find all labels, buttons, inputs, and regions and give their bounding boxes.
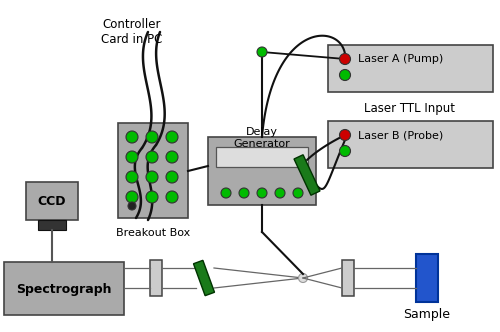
Circle shape	[257, 47, 267, 57]
Circle shape	[257, 188, 267, 198]
Text: Sample: Sample	[404, 308, 450, 321]
Polygon shape	[294, 155, 320, 195]
Circle shape	[146, 171, 158, 183]
Circle shape	[340, 145, 350, 156]
Circle shape	[275, 188, 285, 198]
Bar	[150, 260, 162, 296]
Circle shape	[166, 131, 178, 143]
Text: Laser A (Pump): Laser A (Pump)	[358, 54, 444, 64]
Circle shape	[293, 188, 303, 198]
Polygon shape	[194, 260, 214, 296]
Circle shape	[298, 274, 308, 283]
Bar	[38, 220, 66, 230]
Text: Controller
Card in PC: Controller Card in PC	[102, 18, 162, 46]
Text: Breakout Box: Breakout Box	[116, 228, 190, 238]
Bar	[118, 123, 188, 218]
Circle shape	[166, 171, 178, 183]
Bar	[208, 137, 316, 205]
Circle shape	[166, 191, 178, 203]
Bar	[4, 262, 124, 315]
Text: Delay
Generator: Delay Generator	[234, 127, 290, 149]
Circle shape	[128, 202, 136, 210]
Circle shape	[126, 131, 138, 143]
Circle shape	[340, 129, 350, 140]
Circle shape	[126, 151, 138, 163]
Circle shape	[340, 69, 350, 80]
Circle shape	[126, 191, 138, 203]
Bar	[328, 45, 493, 92]
Circle shape	[239, 188, 249, 198]
Bar	[26, 182, 78, 220]
Text: Laser B (Probe): Laser B (Probe)	[358, 130, 444, 140]
Circle shape	[146, 191, 158, 203]
Text: Laser TTL Input: Laser TTL Input	[364, 102, 456, 115]
Bar	[216, 147, 308, 167]
Circle shape	[146, 131, 158, 143]
Bar	[328, 121, 493, 168]
Circle shape	[126, 171, 138, 183]
Text: CCD: CCD	[38, 195, 66, 208]
Text: Spectrograph: Spectrograph	[16, 283, 112, 295]
Circle shape	[166, 151, 178, 163]
Bar	[342, 260, 354, 296]
Bar	[416, 254, 438, 302]
Circle shape	[146, 151, 158, 163]
Circle shape	[340, 53, 350, 64]
Circle shape	[221, 188, 231, 198]
